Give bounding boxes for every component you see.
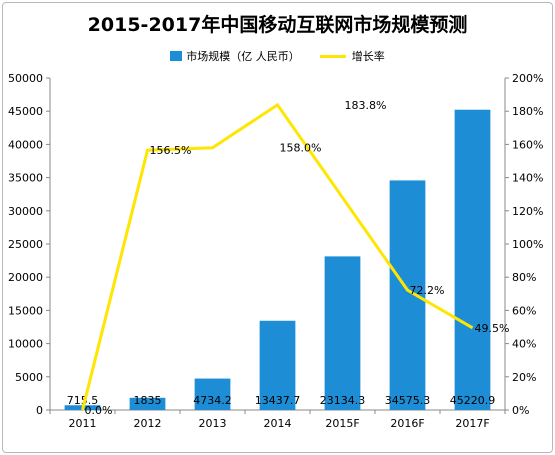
y-right-tick-label: 0% bbox=[512, 404, 529, 417]
y-left-tick-label: 0 bbox=[36, 404, 43, 417]
bar bbox=[259, 320, 296, 410]
x-tick-label: 2015F bbox=[325, 417, 359, 430]
x-tick-label: 2014 bbox=[264, 417, 292, 430]
y-left-tick-label: 20000 bbox=[8, 271, 43, 284]
y-right-tick-label: 180% bbox=[512, 105, 543, 118]
line-data-label: 156.5% bbox=[150, 144, 192, 157]
line-data-label: 183.8% bbox=[345, 99, 387, 112]
y-right-tick-label: 80% bbox=[512, 271, 536, 284]
y-left-tick-label: 40000 bbox=[8, 138, 43, 151]
line-data-label: 0.0% bbox=[85, 404, 113, 417]
x-tick-label: 2017F bbox=[455, 417, 489, 430]
y-right-tick-label: 200% bbox=[512, 72, 543, 85]
y-right-tick-label: 20% bbox=[512, 371, 536, 384]
y-left-tick-label: 45000 bbox=[8, 105, 43, 118]
x-tick-label: 2013 bbox=[199, 417, 227, 430]
y-right-tick-label: 40% bbox=[512, 338, 536, 351]
y-right-tick-label: 120% bbox=[512, 205, 543, 218]
legend-label-market-size: 市场规模（亿 人民币） bbox=[186, 50, 300, 63]
bar-data-label: 23134.3 bbox=[320, 394, 366, 407]
y-right-tick-label: 100% bbox=[512, 238, 543, 251]
chart-title: 2015-2017年中国移动互联网市场规模预测 bbox=[87, 14, 468, 36]
y-left-tick-label: 15000 bbox=[8, 304, 43, 317]
y-right-tick-label: 60% bbox=[512, 304, 536, 317]
line-data-label: 49.5% bbox=[475, 322, 510, 335]
bar bbox=[194, 378, 231, 410]
legend-item-growth-rate: 增长率 bbox=[319, 48, 385, 64]
bar bbox=[389, 180, 426, 410]
chart-legend: 市场规模（亿 人民币） 增长率 bbox=[0, 48, 555, 64]
x-tick-label: 2011 bbox=[69, 417, 97, 430]
legend-swatch-bar bbox=[170, 51, 183, 61]
bar-data-label: 4734.2 bbox=[193, 394, 232, 407]
bar-data-label: 715.5 bbox=[67, 394, 99, 407]
bar-data-label: 13437.7 bbox=[255, 394, 301, 407]
y-left-tick-label: 50000 bbox=[8, 72, 43, 85]
x-tick-label: 2016F bbox=[390, 417, 424, 430]
y-right-tick-label: 160% bbox=[512, 138, 543, 151]
y-right-tick-label: 140% bbox=[512, 172, 543, 185]
x-tick-label: 2012 bbox=[134, 417, 162, 430]
line-data-label: 72.2% bbox=[410, 284, 445, 297]
growth-rate-line bbox=[81, 102, 474, 411]
legend-label-growth-rate: 增长率 bbox=[351, 50, 385, 63]
bar bbox=[324, 256, 361, 410]
bar-data-label: 1835 bbox=[134, 394, 162, 407]
legend-item-market-size: 市场规模（亿 人民币） bbox=[170, 48, 300, 64]
bar-data-label: 45220.9 bbox=[450, 394, 496, 407]
bar bbox=[129, 397, 166, 410]
legend-swatch-line bbox=[319, 54, 346, 58]
y-left-tick-label: 35000 bbox=[8, 172, 43, 185]
y-left-tick-label: 5000 bbox=[15, 371, 43, 384]
line-data-label: 158.0% bbox=[280, 142, 322, 155]
bar-data-label: 34575.3 bbox=[385, 394, 431, 407]
y-left-tick-label: 25000 bbox=[8, 238, 43, 251]
y-left-tick-label: 30000 bbox=[8, 205, 43, 218]
bar bbox=[454, 109, 491, 411]
y-left-tick-label: 10000 bbox=[8, 338, 43, 351]
